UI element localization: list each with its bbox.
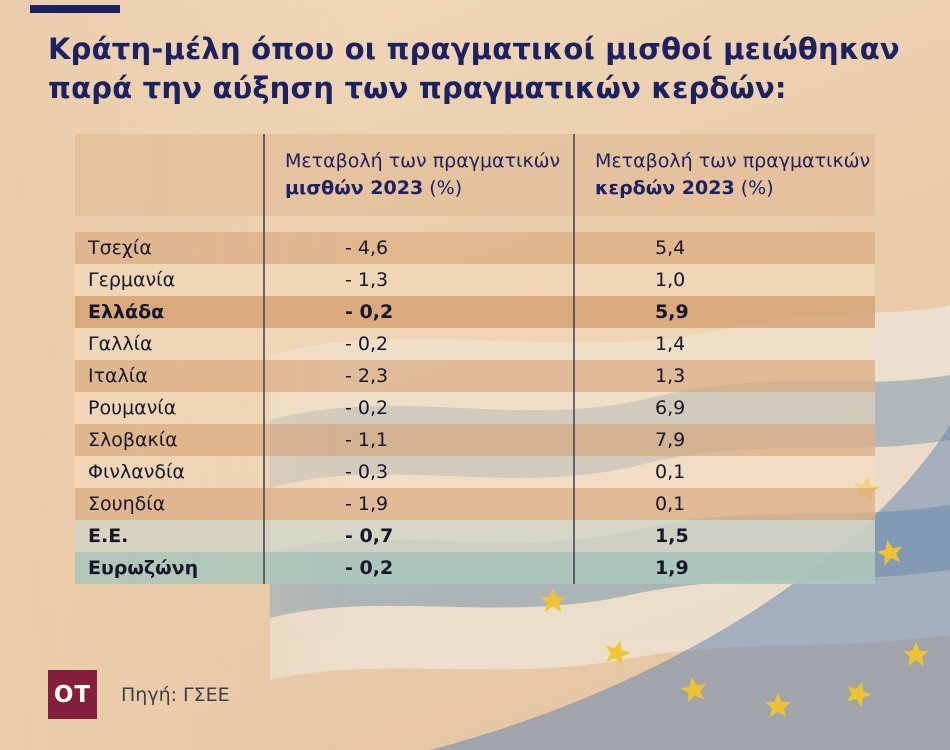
table-row-czechia: Τσεχία - 4,6 5,4 — [75, 232, 875, 264]
wages-value-cell: - 4,6 — [345, 237, 389, 259]
profits-value-cell: 7,9 — [655, 429, 686, 451]
profits-value-cell: 0,1 — [655, 461, 686, 483]
footer: OT Πηγή: ΓΣΕΕ — [48, 670, 230, 719]
wages-value-cell: - 0,7 — [345, 525, 394, 547]
profits-value-cell: 1,4 — [655, 333, 686, 355]
wages-value-cell: - 0,3 — [345, 461, 389, 483]
column-divider-2 — [573, 134, 575, 584]
profits-value-cell: 5,4 — [655, 237, 686, 259]
country-cell: Γαλλία — [88, 333, 153, 355]
ot-logo: OT — [48, 670, 97, 719]
table-row-sweden: Σουηδία - 1,9 0,1 — [75, 488, 875, 520]
country-cell: Ιταλία — [88, 365, 148, 387]
table-row-france: Γαλλία - 0,2 1,4 — [75, 328, 875, 360]
profits-value-cell: 1,3 — [655, 365, 686, 387]
profits-value-cell: 1,9 — [655, 557, 689, 579]
country-cell: Ελλάδα — [88, 301, 165, 323]
wages-header-line1: Μεταβολή των πραγματικών — [285, 150, 561, 172]
table-header: Μεταβολή των πραγματικών μισθών 2023 (%)… — [75, 134, 875, 216]
profits-value-cell: 6,9 — [655, 397, 686, 419]
profits-column-header: Μεταβολή των πραγματικών κερδών 2023 (%) — [573, 134, 875, 216]
wages-value-cell: - 0,2 — [345, 397, 389, 419]
wages-column-header: Μεταβολή των πραγματικών μισθών 2023 (%) — [263, 134, 573, 216]
profits-value-cell: 5,9 — [655, 301, 689, 323]
table-row-eurozone-highlighted: Ευρωζώνη - 0,2 1,9 — [75, 552, 875, 584]
country-cell: Φινλανδία — [88, 461, 185, 483]
page-title-line2: παρά την αύξηση των πραγματικών κερδών: — [48, 71, 787, 105]
wages-value-cell: - 2,3 — [345, 365, 389, 387]
table-row-italy: Ιταλία - 2,3 1,3 — [75, 360, 875, 392]
table-row-germany: Γερμανία - 1,3 1,0 — [75, 264, 875, 296]
profits-value-cell: 0,1 — [655, 493, 686, 515]
header-body-gap — [75, 216, 875, 232]
top-accent-bar — [30, 5, 120, 13]
profits-header-line2: κερδών 2023 (%) — [595, 177, 774, 199]
column-divider-1 — [263, 134, 265, 584]
country-cell: Γερμανία — [88, 269, 176, 291]
profits-header-line1: Μεταβολή των πραγματικών — [595, 150, 871, 172]
profits-value-cell: 1,5 — [655, 525, 689, 547]
table-row-slovakia: Σλοβακία - 1,1 7,9 — [75, 424, 875, 456]
table-row-romania: Ρουμανία - 0,2 6,9 — [75, 392, 875, 424]
table-row-greece-highlighted: Ελλάδα - 0,2 5,9 — [75, 296, 875, 328]
country-cell: Τσεχία — [88, 237, 152, 259]
wages-header-line2: μισθών 2023 (%) — [285, 177, 463, 199]
country-cell: Ε.Ε. — [88, 525, 129, 547]
profits-value-cell: 1,0 — [655, 269, 686, 291]
wages-value-cell: - 1,1 — [345, 429, 389, 451]
page-title-line1: Κράτη-μέλη όπου οι πραγματικοί μισθοί με… — [48, 32, 900, 66]
country-cell: Σλοβακία — [88, 429, 178, 451]
table-row-eu-highlighted: Ε.Ε. - 0,7 1,5 — [75, 520, 875, 552]
source-text: Πηγή: ΓΣΕΕ — [121, 683, 230, 706]
wages-value-cell: - 1,3 — [345, 269, 389, 291]
data-table: Μεταβολή των πραγματικών μισθών 2023 (%)… — [75, 134, 875, 584]
wages-value-cell: - 0,2 — [345, 557, 394, 579]
empty-header-cell — [75, 134, 263, 216]
wages-value-cell: - 0,2 — [345, 333, 389, 355]
country-cell: Ρουμανία — [88, 397, 177, 419]
wages-value-cell: - 0,2 — [345, 301, 394, 323]
wages-value-cell: - 1,9 — [345, 493, 389, 515]
table-row-finland: Φινλανδία - 0,3 0,1 — [75, 456, 875, 488]
country-cell: Σουηδία — [88, 493, 166, 515]
country-cell: Ευρωζώνη — [88, 557, 199, 579]
page-title: Κράτη-μέλη όπου οι πραγματικοί μισθοί με… — [48, 30, 908, 108]
